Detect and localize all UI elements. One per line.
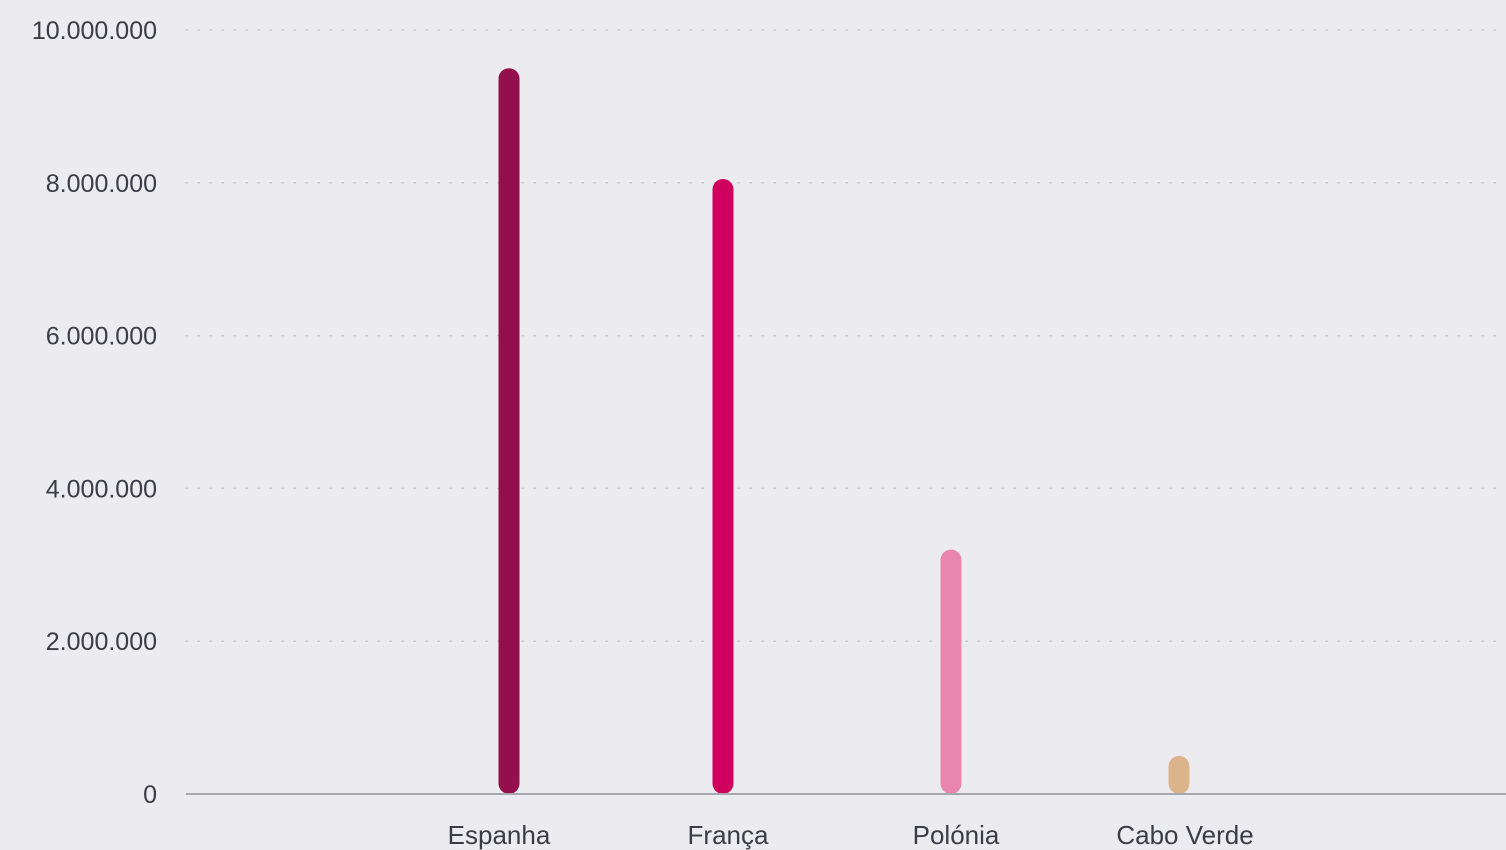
x-tick-label: França: [688, 820, 769, 850]
y-tick-label: 2.000.000: [46, 628, 157, 656]
y-tick-label: 0: [143, 781, 157, 809]
bars: [498, 68, 1190, 794]
grid: [185, 29, 1506, 643]
y-tick-label: 10.000.000: [32, 17, 157, 45]
y-tick-label: 4.000.000: [46, 475, 157, 503]
y-tick-label: 6.000.000: [46, 323, 157, 351]
x-tick-label: Polónia: [913, 820, 1000, 850]
x-tick-label: Espanha: [448, 820, 551, 850]
y-axis: 0 2.000.000 4.000.000 6.000.000 8.000.000 10.…: [32, 17, 157, 809]
y-tick-label: 8.000.000: [46, 170, 157, 198]
x-axis: Espanha França Polónia Cabo Verde: [448, 820, 1254, 850]
x-tick-label: Cabo Verde: [1116, 820, 1253, 850]
